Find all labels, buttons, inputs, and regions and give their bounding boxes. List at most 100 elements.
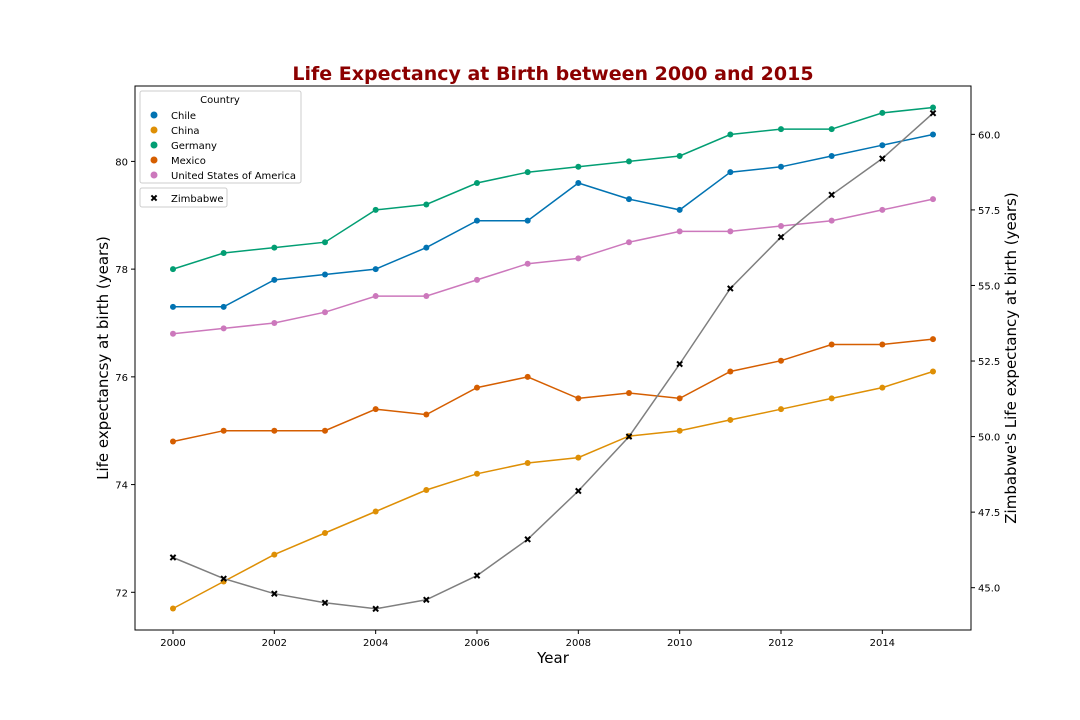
right-y-axis-title: Zimbabwe's Life expectancy at birth (yea… bbox=[1002, 192, 1020, 523]
data-point-chile bbox=[322, 271, 328, 278]
left-y-tick-label: 80 bbox=[115, 157, 128, 168]
data-point-zimbabwe bbox=[220, 575, 227, 582]
data-point-mexico bbox=[930, 336, 936, 343]
data-point-germany bbox=[575, 163, 582, 170]
right-y-tick-label: 57.5 bbox=[978, 206, 1000, 217]
legend-label-mexico: Mexico bbox=[171, 156, 206, 167]
data-point-germany bbox=[727, 131, 734, 138]
data-point-mexico bbox=[220, 427, 227, 434]
left-y-tick-label: 72 bbox=[115, 588, 128, 599]
data-point-zimbabwe bbox=[473, 572, 481, 579]
data-point-zimbabwe bbox=[929, 109, 937, 117]
data-point-mexico bbox=[879, 341, 886, 348]
legend-label-chile: Chile bbox=[171, 111, 196, 122]
data-point-china bbox=[322, 530, 328, 537]
data-point-china bbox=[474, 470, 480, 477]
x-tick-label: 2012 bbox=[768, 638, 793, 649]
data-point-chile bbox=[170, 303, 176, 310]
series-line-mexico bbox=[172, 338, 934, 443]
x-tick-label: 2002 bbox=[262, 638, 287, 649]
data-point-germany bbox=[676, 153, 683, 160]
left-y-tick-label: 74 bbox=[115, 481, 128, 492]
x-tick-label: 2008 bbox=[566, 638, 591, 649]
data-point-united-states-of-america bbox=[879, 206, 886, 213]
right-y-tick-label: 50.0 bbox=[978, 433, 1000, 444]
data-point-chile bbox=[423, 244, 430, 251]
data-point-zimbabwe bbox=[423, 596, 430, 604]
data-point-germany bbox=[322, 239, 328, 246]
data-point-germany bbox=[474, 179, 480, 186]
data-point-united-states-of-america bbox=[778, 223, 784, 230]
data-point-zimbabwe-stroke bbox=[828, 191, 835, 199]
data-point-mexico bbox=[727, 368, 734, 375]
data-point-mexico bbox=[372, 406, 379, 413]
legend-marker-zimbabwe bbox=[150, 194, 158, 202]
data-point-united-states-of-america bbox=[575, 255, 582, 262]
plot-layer: 2000 2002 2004 2006 2008 2010 2012 2014 72 74 76 78… bbox=[115, 104, 1000, 649]
x-tick-label: 2004 bbox=[363, 638, 388, 649]
data-point-chile bbox=[778, 163, 784, 170]
data-point-united-states-of-america bbox=[828, 217, 835, 224]
data-point-chile bbox=[271, 276, 278, 283]
data-point-china bbox=[524, 460, 531, 467]
series-line-chile bbox=[173, 133, 934, 308]
data-point-mexico bbox=[828, 341, 835, 348]
data-point-germany bbox=[220, 249, 227, 256]
data-point-zimbabwe bbox=[727, 285, 734, 292]
legend-label-united-states-of-america: United States of America bbox=[171, 171, 296, 182]
data-point-germany bbox=[271, 244, 278, 251]
data-point-zimbabwe-stroke bbox=[220, 575, 227, 582]
x-axis-title: Year bbox=[536, 649, 570, 667]
data-point-united-states-of-america bbox=[676, 228, 683, 235]
data-point-united-states-of-america bbox=[423, 293, 430, 300]
series-line-china bbox=[172, 370, 934, 610]
x-tick-label: 2000 bbox=[160, 638, 185, 649]
data-point-chile bbox=[930, 131, 936, 138]
legend-label-china: China bbox=[171, 126, 200, 137]
data-point-chile bbox=[676, 206, 683, 213]
legend-marker-united-states-of-america bbox=[150, 171, 158, 179]
data-point-mexico bbox=[170, 438, 176, 445]
data-point-china bbox=[879, 384, 886, 391]
legend-marker-zimbabwe-stroke bbox=[150, 194, 158, 202]
data-point-zimbabwe bbox=[879, 155, 886, 162]
data-point-china bbox=[828, 395, 835, 402]
x-tick-label: 2006 bbox=[464, 638, 489, 649]
right-y-tick-label: 47.5 bbox=[978, 508, 1000, 519]
data-point-germany bbox=[828, 126, 835, 133]
legend-marker-mexico bbox=[150, 156, 158, 164]
data-point-united-states-of-america bbox=[626, 239, 632, 246]
data-point-germany bbox=[778, 126, 784, 133]
data-point-zimbabwe-stroke bbox=[727, 285, 734, 292]
data-point-china bbox=[930, 368, 936, 375]
legend-label-zimbabwe: Zimbabwe bbox=[171, 194, 224, 205]
data-point-zimbabwe bbox=[676, 360, 683, 368]
data-point-germany bbox=[626, 158, 632, 165]
legend-label-germany: Germany bbox=[171, 141, 217, 152]
data-point-germany bbox=[423, 201, 430, 208]
data-point-zimbabwe-stroke bbox=[625, 433, 633, 440]
data-point-zimbabwe bbox=[828, 191, 835, 199]
data-point-united-states-of-america bbox=[930, 196, 936, 203]
data-point-chile bbox=[372, 266, 379, 273]
legend-marker-germany bbox=[150, 141, 158, 149]
data-point-china bbox=[170, 605, 176, 612]
data-point-china bbox=[271, 551, 278, 558]
data-point-united-states-of-america bbox=[372, 293, 379, 300]
legend-zimbabwe: Zimbabwe bbox=[139, 187, 228, 208]
data-point-zimbabwe bbox=[169, 554, 177, 561]
data-point-china bbox=[727, 416, 734, 423]
left-y-axis-title: Life expectancsy at birth (years) bbox=[94, 236, 112, 480]
data-point-zimbabwe bbox=[372, 605, 379, 613]
chart-title: Life Expectancy at Birth between 2000 an… bbox=[292, 63, 813, 85]
data-point-zimbabwe-stroke bbox=[575, 487, 582, 495]
data-point-zimbabwe bbox=[271, 590, 278, 598]
data-point-zimbabwe-stroke bbox=[777, 233, 785, 241]
data-point-chile bbox=[879, 142, 886, 149]
x-tick-label: 2010 bbox=[667, 638, 692, 649]
data-point-mexico bbox=[271, 427, 278, 434]
data-point-china bbox=[778, 406, 784, 413]
data-point-zimbabwe-stroke bbox=[169, 554, 177, 561]
data-point-zimbabwe bbox=[575, 487, 582, 495]
